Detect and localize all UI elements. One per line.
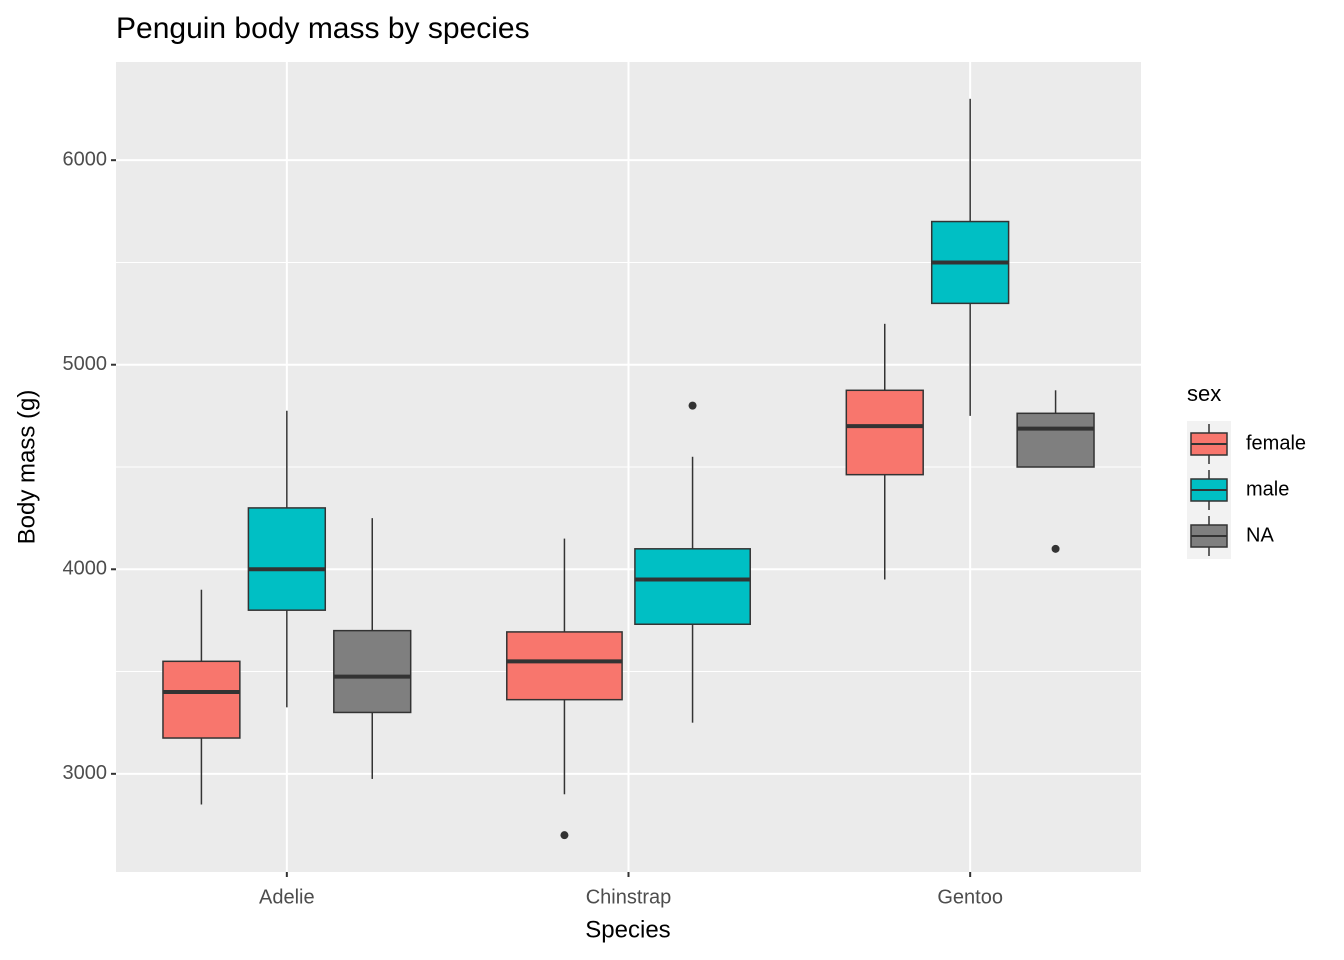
y-tick-label: 6000 (63, 148, 108, 170)
legend-label: male (1246, 478, 1289, 500)
box (247, 410, 327, 708)
outlier (1051, 544, 1060, 553)
box (506, 538, 623, 840)
legend-title: sex (1187, 381, 1221, 406)
box-body (1016, 412, 1095, 468)
box (930, 98, 1010, 416)
y-tick-label: 5000 (63, 353, 108, 375)
box (845, 323, 924, 580)
box-body (162, 660, 241, 739)
box-body (506, 631, 623, 701)
outlier (560, 831, 569, 840)
y-axis-title: Body mass (g) (13, 390, 40, 545)
chart-title: Penguin body mass by species (116, 12, 530, 45)
marks (162, 98, 1095, 840)
box-body (845, 389, 924, 476)
x-tick-label: Gentoo (937, 886, 1003, 908)
legend-label: female (1246, 432, 1306, 454)
box-body (634, 548, 751, 625)
y-tick-label: 4000 (63, 558, 108, 580)
x-axis-title: Species (585, 916, 670, 943)
box-body (333, 629, 412, 714)
outlier (688, 401, 697, 410)
box (333, 518, 412, 779)
box (162, 589, 241, 805)
box (1016, 390, 1095, 553)
x-tick-label: Adelie (259, 886, 315, 908)
x-tick-label: Chinstrap (586, 886, 672, 908)
box (634, 401, 751, 723)
box-body (247, 507, 327, 611)
legend-label: NA (1246, 524, 1274, 546)
y-tick-label: 3000 (63, 762, 108, 784)
